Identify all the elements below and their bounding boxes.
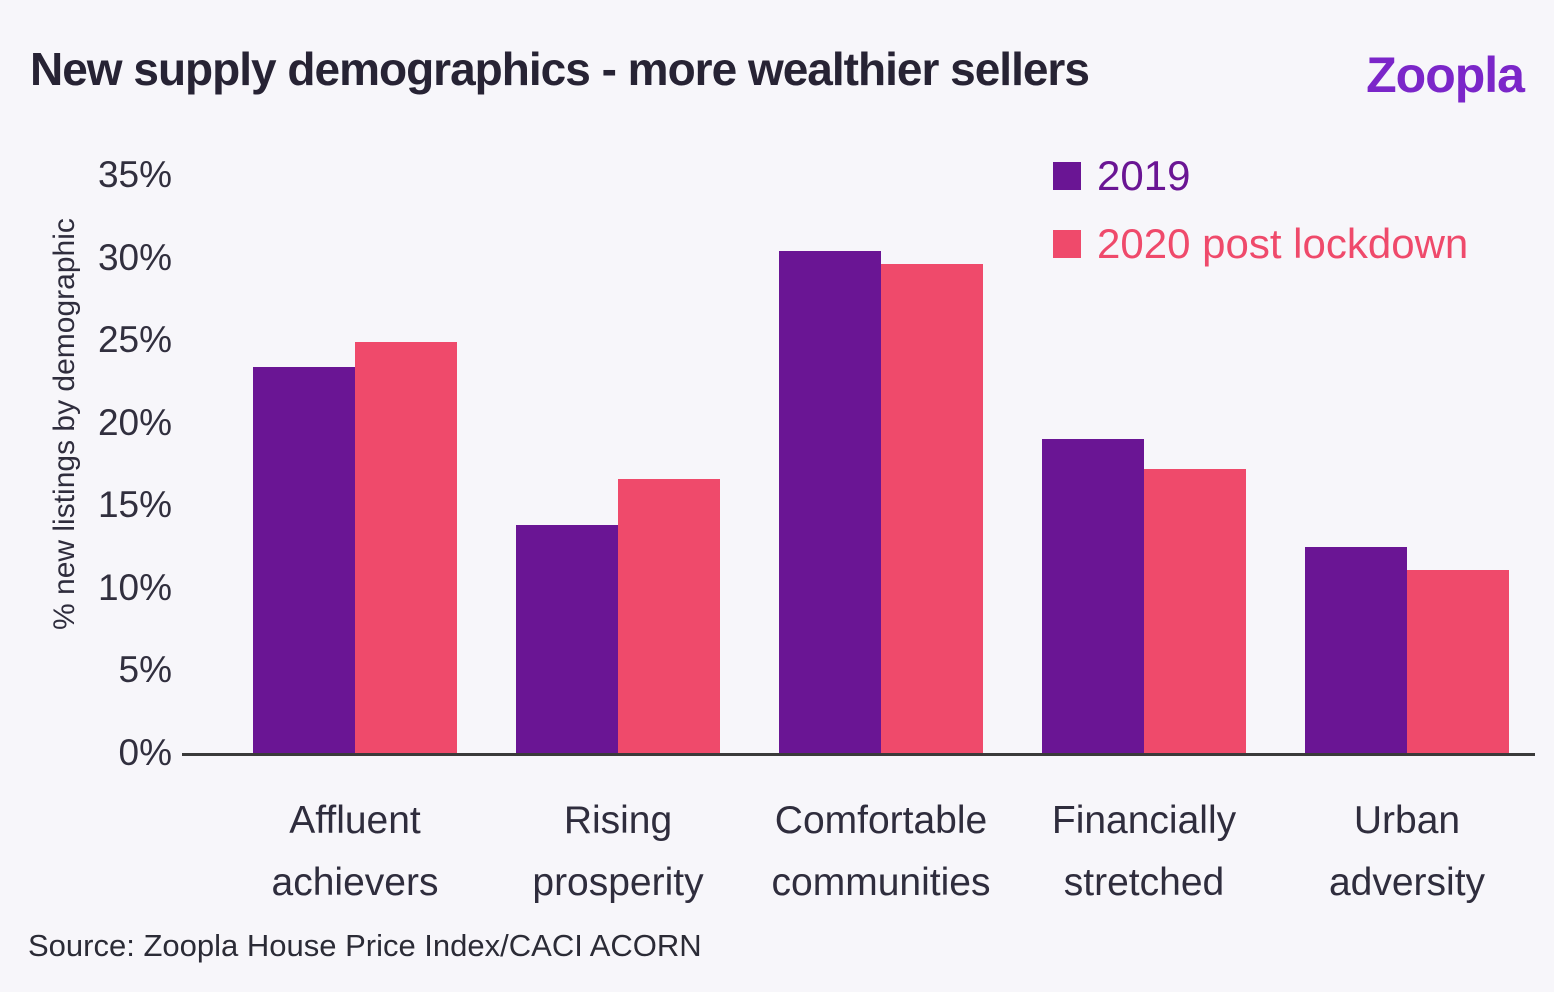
x-axis-label-comfortable-communities: Comfortable communities — [771, 799, 991, 904]
legend: 2019 2020 post lockdown — [1053, 152, 1468, 288]
bar-2019-urban-adversity — [1305, 546, 1407, 753]
legend-item-2019: 2019 — [1053, 152, 1468, 200]
bar-2019-financially-stretched — [1042, 439, 1144, 753]
y-tick-label-30: 30% — [97, 236, 172, 278]
bar-2020-post-lockdown-comfortable-communities — [881, 264, 983, 753]
legend-label-2019: 2019 — [1097, 152, 1191, 199]
y-tick-label-35: 35% — [97, 154, 172, 195]
bar-2020-post-lockdown-urban-adversity — [1407, 569, 1509, 753]
bar-2019-rising-prosperity — [516, 525, 618, 753]
legend-item-2020: 2020 post lockdown — [1053, 220, 1468, 268]
y-tick-label-20: 20% — [97, 401, 172, 443]
legend-swatch-2019 — [1053, 162, 1081, 190]
bar-2020-post-lockdown-rising-prosperity — [618, 478, 720, 753]
x-axis-label-urban-adversity: Urban adversity — [1328, 799, 1486, 904]
y-tick-label-10: 10% — [97, 566, 172, 608]
legend-swatch-2020 — [1053, 230, 1081, 258]
legend-label-2020: 2020 post lockdown — [1097, 220, 1469, 267]
plot-area: 0% 5% 10% 15% 20% 25% 30% 35% — [98, 154, 1535, 773]
y-tick-label-5: 5% — [118, 649, 172, 691]
x-axis-label-financially-stretched: Financially stretched — [1051, 799, 1237, 904]
y-tick-label-15: 15% — [97, 484, 172, 526]
page-title: New supply demographics - more wealthier… — [30, 43, 1090, 95]
x-axis-baseline — [182, 753, 1535, 756]
y-tick-label-25: 25% — [97, 319, 172, 361]
zoopla-logo: Zoopla — [1366, 47, 1525, 103]
x-axis-label-affluent-achievers: Affluent achievers — [271, 799, 439, 904]
bar-2020-post-lockdown-financially-stretched — [1144, 468, 1246, 753]
x-axis-label-rising-prosperity: Rising prosperity — [532, 799, 704, 904]
bar-2019-affluent-achievers — [253, 366, 355, 753]
y-axis-label: % new listings by demographic — [48, 218, 81, 630]
y-tick-label-0: 0% — [118, 732, 172, 773]
bar-2019-comfortable-communities — [779, 250, 881, 753]
source-text: Source: Zoopla House Price Index/CACI AC… — [28, 928, 702, 963]
bar-2020-post-lockdown-affluent-achievers — [355, 341, 457, 753]
